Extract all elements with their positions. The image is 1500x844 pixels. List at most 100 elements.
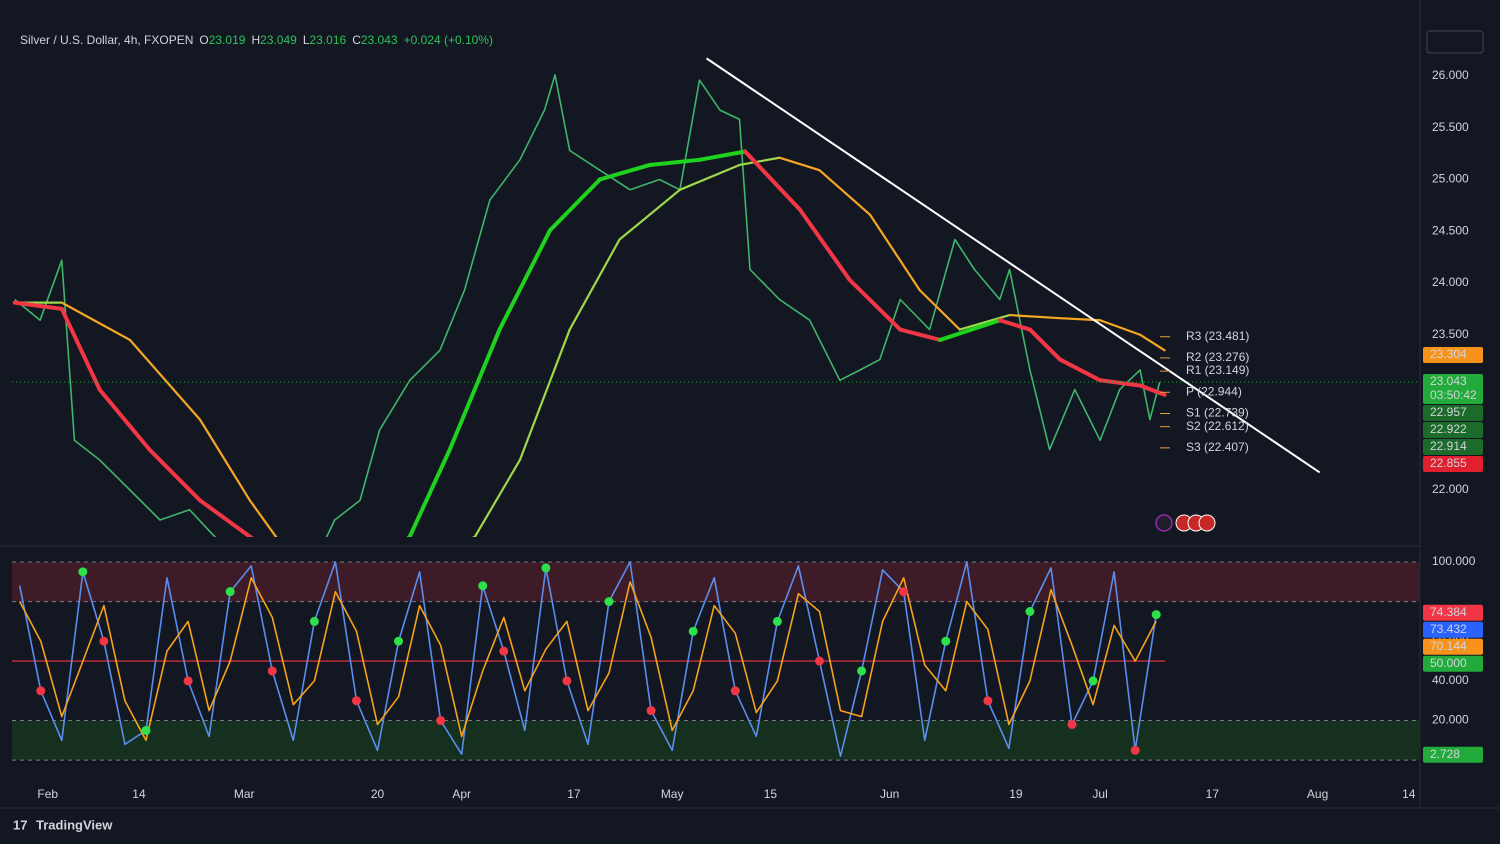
moving-average-segment	[1138, 333, 1166, 352]
cross-signal	[814, 656, 824, 666]
cross-signal	[562, 676, 572, 686]
cross-signal	[604, 597, 614, 607]
pivot-label: R2 (23.276)	[1186, 350, 1249, 364]
cross-signal	[183, 676, 193, 686]
cross-signal	[351, 696, 361, 706]
cross-signal	[499, 646, 509, 656]
cross-signal	[772, 616, 782, 626]
price-badge	[1423, 621, 1483, 638]
moving-average-segment	[818, 169, 872, 216]
price-badge	[1423, 638, 1483, 655]
moving-average-segment	[997, 318, 1032, 332]
price-badge-label: 22.914	[1430, 439, 1467, 453]
price-pane	[12, 74, 1420, 537]
moving-average-segment	[147, 447, 203, 503]
moving-average-segment	[1098, 319, 1142, 336]
moving-average-segment	[198, 498, 252, 537]
moving-average-segment	[1058, 357, 1103, 383]
pivot-label: P (22.944)	[1186, 384, 1242, 398]
moving-average-segment	[678, 163, 741, 191]
pivot-label: R3 (23.481)	[1186, 329, 1249, 343]
cross-signal	[941, 636, 951, 646]
moving-average-segment	[618, 188, 681, 241]
moving-average-segment	[447, 327, 502, 452]
series-line	[14, 74, 1161, 537]
x-tick-label: Mar	[234, 787, 255, 801]
ohlc-label: H	[251, 33, 260, 47]
x-tick-label: 20	[371, 787, 385, 801]
x-tick-label: Feb	[37, 787, 58, 801]
moving-average-segment	[958, 313, 1011, 331]
cross-signal	[646, 706, 656, 716]
moving-average-segment	[12, 300, 64, 311]
y-tick-label: 25.500	[1432, 120, 1469, 134]
price-badge-label: 23.043	[1430, 374, 1467, 388]
pivot-label: S3 (22.407)	[1186, 440, 1249, 454]
cross-signal	[1130, 745, 1140, 755]
y-tick-label: 26.000	[1432, 68, 1469, 82]
price-badge-label: 74.384	[1430, 605, 1467, 619]
price-badge-label: 22.922	[1430, 422, 1467, 436]
moving-average-segment	[1098, 378, 1143, 388]
moving-average-segment	[847, 277, 903, 332]
moving-average-segment	[1027, 327, 1063, 362]
price-badge-label: 22.855	[1430, 456, 1467, 470]
pivot-label: S1 (22.739)	[1186, 406, 1249, 420]
y-tick-label: 25.000	[1432, 172, 1469, 186]
y-tick-label: 23.500	[1432, 327, 1469, 341]
cross-signal	[436, 716, 446, 726]
cross-signal	[541, 563, 551, 573]
change: +0.024 (+0.10%)	[404, 33, 493, 47]
brand[interactable]: TradingView	[36, 817, 113, 832]
moving-average-segment	[198, 418, 251, 502]
cross-signal	[1025, 606, 1035, 616]
price-badge	[1423, 456, 1483, 473]
price-badge-label: 70.144	[1430, 639, 1467, 653]
moving-average-segment	[60, 301, 131, 342]
y-tick-label: 20.000	[1432, 713, 1469, 727]
oscillator-band	[12, 720, 1420, 761]
cross-signal	[394, 636, 404, 646]
moving-average-segment	[647, 157, 702, 167]
price-badge	[1423, 604, 1483, 621]
y-tick-label: 24.500	[1432, 223, 1469, 237]
price-badge	[1423, 655, 1483, 672]
cross-signal	[899, 587, 909, 597]
y-tick-label: 24.000	[1432, 275, 1469, 289]
moving-average-segment	[1008, 313, 1062, 320]
ohlc-label: L	[303, 33, 310, 47]
moving-average-segment	[497, 228, 553, 332]
oscillator-band	[12, 561, 1420, 602]
price-badge	[1423, 405, 1483, 422]
y-tick-label: 100.000	[1432, 554, 1476, 568]
moving-average-segment	[59, 306, 102, 392]
event-icons[interactable]	[1155, 514, 1216, 532]
x-tick-label: Jul	[1092, 787, 1107, 801]
ohlc-value: 23.049	[260, 33, 297, 47]
price-badge	[1423, 439, 1483, 456]
moving-average-segment	[743, 149, 802, 212]
cross-signal	[730, 686, 740, 696]
cross-signal	[78, 567, 88, 577]
x-tick-label: 15	[764, 787, 778, 801]
cross-signal	[99, 636, 109, 646]
cross-signal	[225, 587, 235, 597]
x-tick-label: 14	[132, 787, 146, 801]
price-badge-label: 2.728	[1430, 747, 1460, 761]
pivot-label: S2 (22.612)	[1186, 419, 1249, 433]
x-tick-label: Jun	[880, 787, 899, 801]
ohlc-label: C	[352, 33, 361, 47]
ohlc-value: 23.019	[209, 33, 246, 47]
moving-average-segment	[918, 289, 961, 331]
x-tick-label: Aug	[1307, 787, 1328, 801]
price-badge-label: 22.957	[1430, 405, 1467, 419]
x-tick-label: 17	[567, 787, 581, 801]
moving-average-segment	[938, 318, 1002, 342]
moving-average-segment	[128, 338, 202, 421]
moving-average-segment	[1138, 383, 1167, 397]
cross-signal	[1088, 676, 1098, 686]
price-badge-label: 23.304	[1430, 347, 1467, 361]
currency-box[interactable]	[1426, 30, 1484, 54]
